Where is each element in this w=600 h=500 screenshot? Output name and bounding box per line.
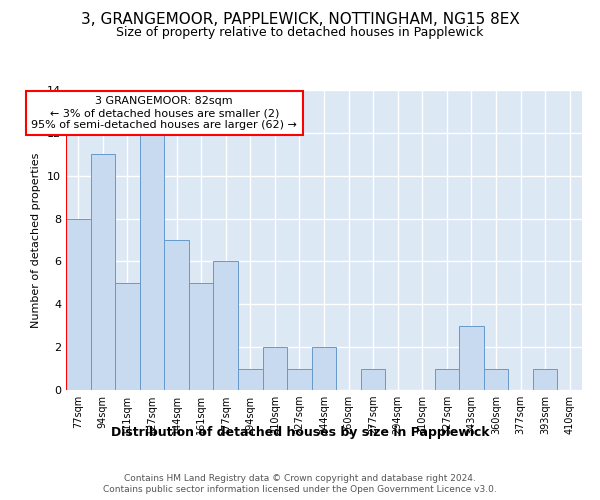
Bar (287, 368, 312, 390)
Y-axis label: Number of detached properties: Number of detached properties (31, 152, 41, 328)
Bar (459, 326, 484, 390)
Bar (361, 368, 385, 390)
Bar (533, 368, 557, 390)
Bar (434, 368, 459, 390)
Bar (484, 368, 508, 390)
Bar (214, 262, 238, 390)
Bar (189, 283, 214, 390)
Bar (115, 283, 140, 390)
Bar (66, 218, 91, 390)
Bar (263, 347, 287, 390)
Text: Contains HM Land Registry data © Crown copyright and database right 2024.
Contai: Contains HM Land Registry data © Crown c… (103, 474, 497, 494)
Bar (91, 154, 115, 390)
Bar (164, 240, 189, 390)
Text: 3 GRANGEMOOR: 82sqm
← 3% of detached houses are smaller (2)
95% of semi-detached: 3 GRANGEMOOR: 82sqm ← 3% of detached hou… (31, 96, 297, 130)
Bar (238, 368, 263, 390)
Bar (312, 347, 336, 390)
Bar (140, 133, 164, 390)
Text: Size of property relative to detached houses in Papplewick: Size of property relative to detached ho… (116, 26, 484, 39)
Text: 3, GRANGEMOOR, PAPPLEWICK, NOTTINGHAM, NG15 8EX: 3, GRANGEMOOR, PAPPLEWICK, NOTTINGHAM, N… (80, 12, 520, 28)
Text: Distribution of detached houses by size in Papplewick: Distribution of detached houses by size … (110, 426, 490, 439)
